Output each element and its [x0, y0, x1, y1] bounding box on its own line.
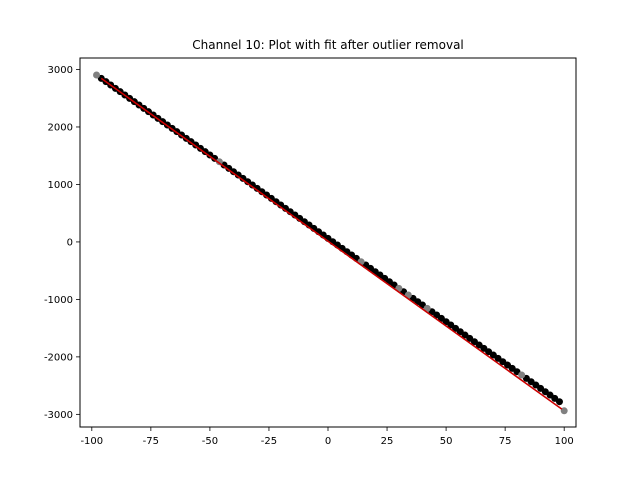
y-tick-label: 3000	[48, 65, 73, 76]
y-tick-label: -3000	[44, 410, 73, 421]
outlier-point	[423, 304, 431, 312]
y-tick-label: -1000	[44, 295, 73, 306]
x-tick-label: 50	[440, 436, 453, 447]
x-tick-label: 75	[499, 436, 512, 447]
x-tick-label: 25	[381, 436, 394, 447]
y-tick-label: 2000	[48, 122, 73, 133]
x-tick-label: 100	[555, 436, 574, 447]
y-tick-label: -2000	[44, 352, 73, 363]
outlier-point	[518, 371, 526, 379]
x-tick-label: 0	[325, 436, 331, 447]
y-tick-label: 1000	[48, 180, 73, 191]
x-tick-label: -50	[202, 436, 218, 447]
inlier-point	[555, 398, 563, 406]
outlier-point	[93, 71, 101, 79]
series-layer	[93, 71, 568, 415]
axis-layer: -100 -75 -50 -25 0 25 50 75 100 -3000 -2000 -1000 0 1…	[44, 65, 574, 447]
x-tick-label: -25	[261, 436, 277, 447]
fit-line	[100, 77, 563, 410]
chart-title: Channel 10: Plot with fit after outlier …	[192, 38, 464, 52]
outlier-point	[560, 407, 568, 415]
y-tick-label: 0	[67, 237, 73, 248]
x-tick-label: -100	[80, 436, 103, 447]
x-tick-label: -75	[143, 436, 159, 447]
